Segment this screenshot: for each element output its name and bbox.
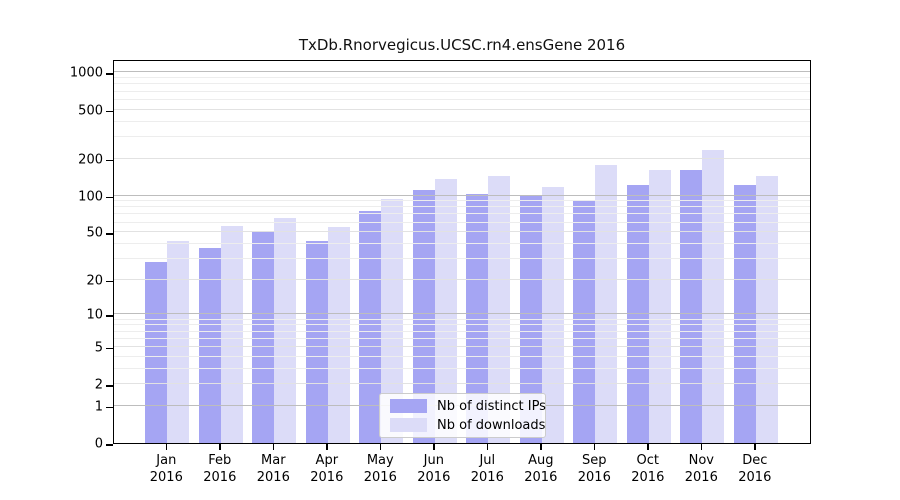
bar-apr-distinct-ips — [305, 241, 328, 443]
y-tick-label-100: 100 — [78, 189, 103, 204]
x-tick-jan — [165, 444, 168, 450]
gridline-1000 — [114, 71, 810, 73]
legend-swatch — [390, 399, 427, 413]
y-tick-1000 — [106, 73, 113, 75]
y-tick-label-20: 20 — [86, 273, 103, 289]
gridline-300 — [114, 135, 810, 137]
y-tick-50 — [106, 233, 113, 235]
y-tick-label-2: 2 — [94, 377, 103, 393]
bar-feb-downloads — [220, 226, 243, 443]
x-label-jul: Jul 2016 — [470, 453, 504, 485]
y-tick-label-10: 10 — [86, 307, 103, 323]
legend-label: Nb of downloads — [437, 417, 546, 433]
y-tick-label-0: 0 — [94, 436, 103, 452]
chart-legend: Nb of distinct IPs Nb of downloads — [379, 393, 546, 438]
bar-oct-distinct-ips — [626, 184, 649, 443]
bar-dec-distinct-ips — [733, 184, 756, 443]
x-label-feb: Feb 2016 — [203, 453, 237, 485]
gridline-600 — [114, 98, 810, 100]
y-tick-label-50: 50 — [86, 225, 103, 241]
x-tick-nov — [700, 444, 702, 450]
x-label-aug: Aug 2016 — [524, 453, 558, 485]
bar-jan-distinct-ips — [145, 262, 168, 443]
y-tick-label-5: 5 — [94, 340, 103, 356]
bar-sep-distinct-ips — [573, 199, 596, 443]
gridline-700 — [114, 90, 810, 92]
x-tick-aug — [540, 444, 542, 450]
bar-mar-downloads — [274, 218, 297, 443]
y-tick-label-200: 200 — [78, 152, 103, 168]
bar-jun-downloads — [434, 178, 457, 443]
y-tick-2 — [106, 385, 113, 387]
x-label-sep: Sep 2016 — [577, 453, 611, 485]
y-tick-200 — [106, 159, 113, 162]
chart-title: TxDb.Rnorvegicus.UCSC.rn4.ensGene 2016 — [298, 36, 626, 54]
bar-aug-downloads — [541, 187, 564, 443]
bar-jan-downloads — [167, 241, 190, 443]
bar-feb-distinct-ips — [198, 247, 221, 443]
y-tick-10 — [106, 315, 113, 317]
legend-swatch — [390, 418, 427, 432]
bar-jun-distinct-ips — [412, 190, 435, 443]
bar-nov-downloads — [702, 150, 725, 443]
x-label-oct: Oct 2016 — [631, 453, 665, 485]
x-label-jan: Jan 2016 — [149, 453, 183, 485]
gridline-900 — [114, 77, 810, 79]
x-tick-mar — [272, 444, 275, 450]
y-axis-labels: 0 1 2 5 10 20 50 100 200 500 1000 — [33, 60, 103, 452]
x-tick-feb — [219, 444, 221, 450]
x-tick-dec — [754, 444, 756, 450]
x-label-apr: Apr 2016 — [310, 453, 344, 485]
bar-sep-downloads — [595, 164, 618, 443]
y-tick-label-500: 500 — [78, 103, 103, 119]
gridline-500 — [114, 108, 810, 110]
x-label-jun: Jun 2016 — [417, 453, 451, 485]
y-tick-100 — [106, 196, 113, 198]
y-tick-20 — [106, 280, 113, 283]
x-tick-sep — [593, 444, 595, 450]
y-tick-500 — [106, 110, 113, 113]
x-tick-apr — [326, 444, 328, 450]
y-tick-0 — [106, 444, 113, 446]
y-tick-5 — [106, 347, 113, 350]
x-label-mar: Mar 2016 — [256, 453, 290, 485]
x-label-nov: Nov 2016 — [684, 453, 718, 485]
bar-mar-distinct-ips — [252, 232, 275, 443]
legend-label: Nb of distinct IPs — [437, 398, 546, 414]
bar-dec-downloads — [755, 175, 778, 443]
y-tick-label-1: 1 — [94, 399, 103, 415]
x-label-may: May 2016 — [363, 453, 397, 485]
x-tick-may — [379, 444, 382, 450]
legend-item-distinct-ips: Nb of distinct IPs — [390, 399, 546, 414]
plot-area: Nb of distinct IPs Nb of downloads — [106, 60, 811, 446]
bar-may-distinct-ips — [359, 210, 382, 443]
bar-apr-downloads — [327, 227, 350, 443]
y-tick-label-1000: 1000 — [69, 65, 103, 81]
y-tick-1 — [106, 406, 113, 409]
x-tick-oct — [647, 444, 649, 450]
x-tick-jun — [433, 444, 435, 450]
bar-may-downloads — [381, 198, 404, 443]
bar-nov-distinct-ips — [680, 170, 703, 443]
bar-oct-downloads — [648, 169, 671, 443]
x-label-dec: Dec 2016 — [738, 453, 772, 485]
gridline-800 — [114, 83, 810, 85]
bar-jul-downloads — [488, 175, 511, 443]
gridline-400 — [114, 120, 810, 122]
legend-item-downloads: Nb of downloads — [390, 418, 545, 433]
x-tick-jul — [486, 444, 489, 450]
